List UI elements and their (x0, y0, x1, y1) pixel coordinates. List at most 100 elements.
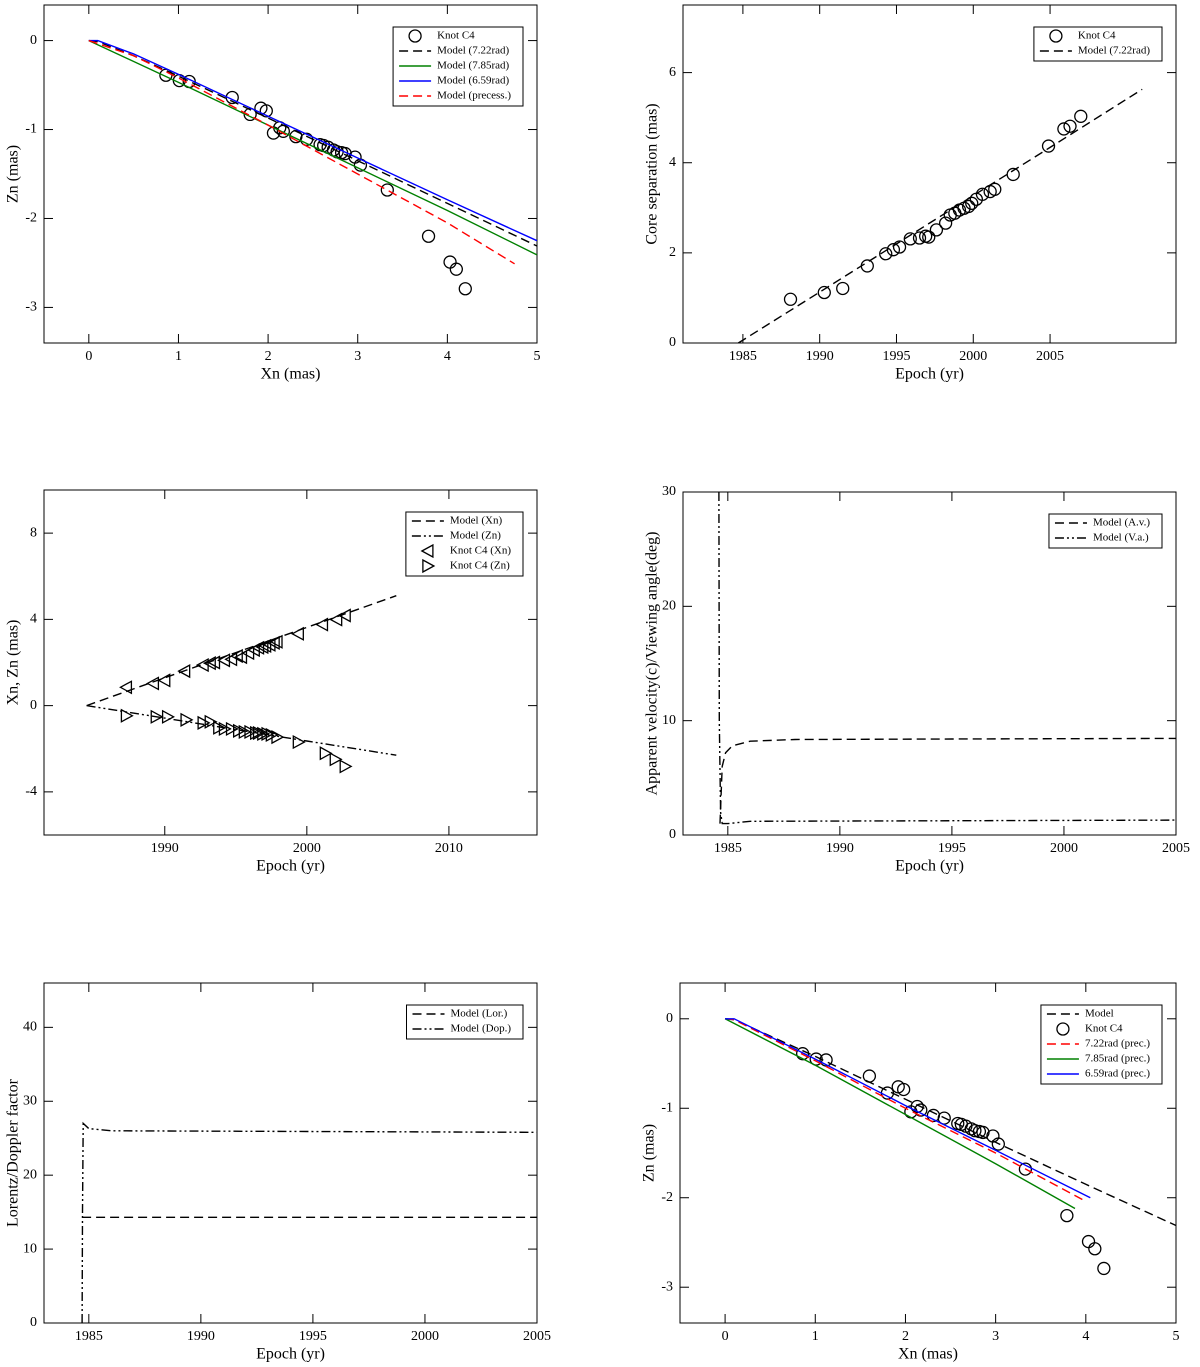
x-tick-label: 2000 (959, 349, 987, 364)
legend-label: Model (precess.) (437, 90, 511, 102)
model-line (86, 704, 397, 756)
marker-circle (1060, 1208, 1074, 1223)
y-tick-label: -2 (661, 1190, 673, 1205)
marker-circle (862, 1069, 877, 1083)
marker-circle (1081, 1234, 1096, 1249)
marker-circle (976, 1125, 990, 1140)
x-tick-label: 1990 (187, 1329, 215, 1344)
plot-frame (43, 4, 538, 344)
marker-triangle (161, 709, 175, 724)
marker-circle (892, 240, 907, 254)
x-axis-label: Xn (mas) (898, 1346, 958, 1363)
panel: 1985 1990 1995 2000 2005 0 2 4 6 Epoch (yr) Core s… (644, 4, 1177, 383)
y-tick-label: 2 (669, 245, 676, 260)
panel: 0 1 2 3 4 5 0 -1 -2 -3 Xn (mas) Zn (mas) Knot C4 Mode… (5, 4, 541, 383)
marker-triangle (252, 725, 266, 741)
legend-box (405, 511, 524, 577)
legend-box (406, 1004, 524, 1040)
x-tick-label: 1990 (151, 841, 179, 856)
plot-frame (682, 4, 1177, 344)
y-axis-label: Xn, Zn (mas) (5, 620, 22, 706)
x-tick-label: 4 (1082, 1329, 1089, 1344)
x-tick-label: 4 (444, 349, 451, 364)
marker-circle (225, 90, 239, 105)
marker-circle (408, 29, 422, 43)
y-tick-label: 20 (23, 1167, 37, 1182)
legend-box (1048, 513, 1163, 549)
x-tick-label: 2005 (523, 1329, 551, 1344)
marker-triangle (120, 708, 134, 723)
y-tick-label: 0 (666, 1011, 673, 1026)
legend-label: Model (Dop.) (451, 1023, 512, 1035)
marker-circle (910, 1099, 924, 1114)
legend-label: Knot C4 (437, 30, 475, 42)
x-axis-label: Xn (mas) (261, 366, 321, 383)
x-axis-label: Epoch (yr) (895, 366, 964, 383)
panel: 1985 1990 1995 2000 2005 0 10 20 30 Epoch (yr) App… (644, 484, 1190, 874)
marker-triangle (319, 746, 333, 761)
marker-triangle (197, 715, 211, 730)
x-tick-label: 1985 (714, 841, 742, 856)
y-tick-label: -4 (25, 784, 37, 799)
y-tick-label: 8 (30, 525, 37, 540)
y-axis-label: Zn (mas) (5, 145, 22, 203)
x-tick-label: 5 (1173, 1329, 1180, 1344)
y-tick-label: -3 (25, 300, 37, 315)
marker-triangle (337, 608, 351, 623)
marker-circle (897, 1082, 911, 1097)
legend-label: Model (V.a.) (1093, 532, 1149, 544)
y-tick-label: 0 (30, 33, 37, 48)
marker-triangle (339, 759, 353, 774)
x-tick-label: 3 (354, 349, 361, 364)
x-axis-label: Epoch (yr) (895, 858, 964, 875)
marker-triangle (261, 726, 275, 741)
model-line (719, 737, 1176, 824)
y-axis-label: Zn (mas) (641, 1124, 658, 1182)
x-tick-label: 1 (175, 349, 182, 364)
panel: 1985 1990 1995 2000 2005 0 10 20 30 40 Epoch (yr) L… (5, 982, 551, 1363)
x-tick-label: 0 (722, 1329, 729, 1344)
model-line (725, 1018, 1091, 1199)
panel: 0 1 2 3 4 5 0 -1 -2 -3 Xn (mas) Zn (mas) Model Knot C… (641, 982, 1180, 1363)
legend-label: Model (Lor.) (451, 1008, 508, 1020)
legend: Knot C4 Model (7.22rad) Model (7.85rad) Mod… (392, 26, 524, 107)
marker-circle (1049, 29, 1063, 43)
x-tick-label: 1990 (806, 349, 834, 364)
legend-label: 7.22rad (prec.) (1085, 1038, 1150, 1050)
x-tick-label: 1990 (826, 841, 854, 856)
x-axis-label: Epoch (yr) (256, 1346, 325, 1363)
x-tick-label: 1 (812, 1329, 819, 1344)
marker-circle (783, 292, 798, 306)
y-tick-label: 30 (23, 1093, 37, 1108)
marker-circle (1006, 167, 1020, 182)
panel: 1990 2000 2010 -4 0 4 8 Epoch (yr) Xn, Zn (mas) M… (5, 489, 538, 875)
y-axis-label: Apparent velocity(c)/Viewing angle(deg) (644, 532, 661, 796)
marker-triangle (315, 617, 329, 632)
x-tick-label: 2 (265, 349, 272, 364)
y-tick-label: 20 (662, 599, 676, 614)
legend-label: Knot C4 (1085, 1023, 1123, 1035)
marker-circle (443, 255, 457, 269)
y-tick-label: -1 (25, 122, 37, 137)
marker-circle (1088, 1242, 1102, 1256)
marker-circle (795, 1047, 810, 1061)
marker-circle (449, 262, 463, 276)
y-tick-label: 4 (669, 155, 676, 170)
marker-triangle (290, 626, 304, 641)
marker-circle (1097, 1261, 1111, 1276)
marker-circle (380, 183, 394, 197)
marker-triangle (217, 653, 231, 668)
marker-circle (929, 223, 944, 237)
x-tick-label: 1995 (882, 349, 910, 364)
marker-circle (938, 216, 953, 230)
marker-circle (259, 104, 273, 118)
legend-label: Model (Xn) (450, 515, 503, 527)
legend-label: Knot C4 (Zn) (450, 560, 510, 572)
plot-frame (679, 982, 1177, 1324)
marker-triangle (177, 664, 191, 679)
marker-circle (965, 196, 979, 210)
marker-triangle (329, 612, 343, 627)
model-line (737, 88, 1143, 343)
model-line (718, 492, 1176, 825)
